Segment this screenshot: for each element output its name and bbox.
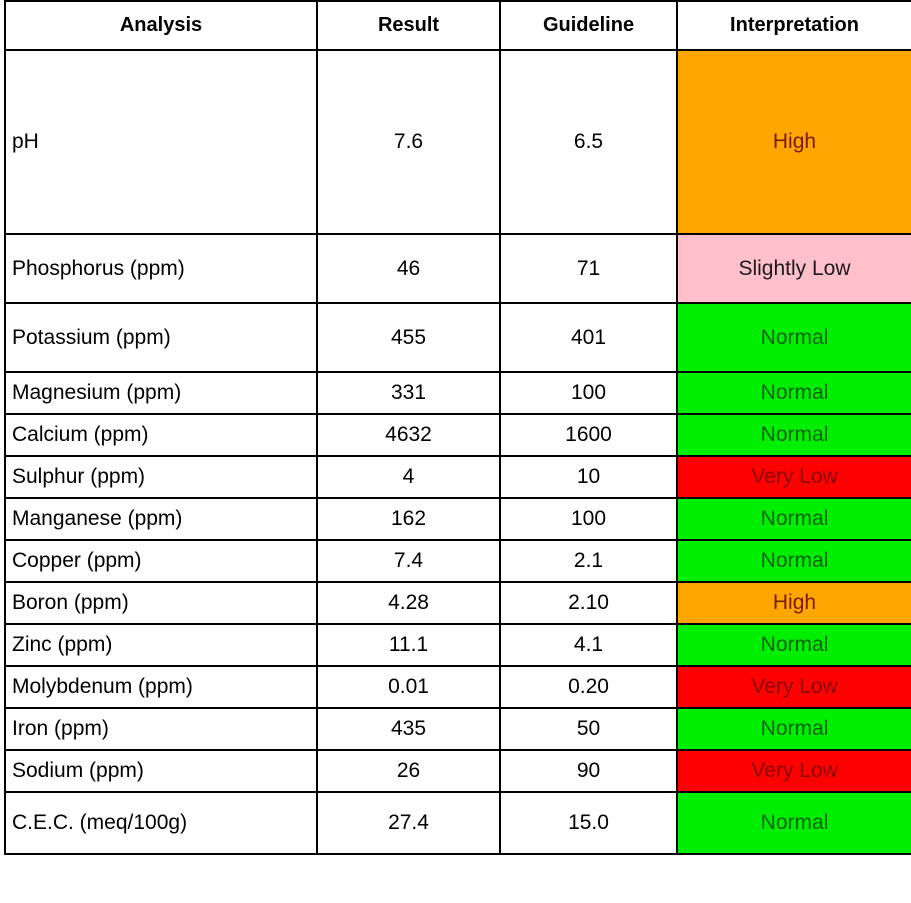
- interpretation-cell: Slightly Low: [676, 233, 911, 304]
- table-row: C.E.C. (meq/100g) 27.4 15.0 Normal: [4, 791, 911, 855]
- interpretation-cell: Normal: [676, 707, 911, 751]
- table-row: Iron (ppm) 435 50 Normal: [4, 707, 911, 751]
- header-result: Result: [316, 0, 501, 51]
- analysis-cell: Copper (ppm): [4, 539, 318, 583]
- interpretation-label: Normal: [760, 549, 829, 572]
- header-analysis: Analysis: [4, 0, 318, 51]
- interpretation-cell: Normal: [676, 791, 911, 855]
- result-cell: 455: [316, 302, 501, 373]
- analysis-cell: Calcium (ppm): [4, 413, 318, 457]
- interpretation-label: Very Low: [751, 465, 838, 488]
- guideline-cell: 1600: [499, 413, 678, 457]
- table-header: Analysis Result Guideline Interpretation: [4, 0, 911, 51]
- analysis-cell: Potassium (ppm): [4, 302, 318, 373]
- table-row: pH 7.6 6.5 High: [4, 49, 911, 235]
- guideline-cell: 50: [499, 707, 678, 751]
- guideline-cell: 15.0: [499, 791, 678, 855]
- interpretation-cell: Normal: [676, 623, 911, 667]
- result-cell: 26: [316, 749, 501, 793]
- analysis-cell: Boron (ppm): [4, 581, 318, 625]
- guideline-cell: 2.10: [499, 581, 678, 625]
- result-cell: 0.01: [316, 665, 501, 709]
- interpretation-label: Normal: [760, 811, 829, 834]
- table-row: Potassium (ppm) 455 401 Normal: [4, 302, 911, 373]
- guideline-cell: 100: [499, 371, 678, 415]
- table-row: Sulphur (ppm) 4 10 Very Low: [4, 455, 911, 499]
- interpretation-label: Normal: [760, 717, 829, 740]
- interpretation-label: Normal: [760, 633, 829, 656]
- interpretation-cell: Very Low: [676, 665, 911, 709]
- result-cell: 4632: [316, 413, 501, 457]
- analysis-cell: Phosphorus (ppm): [4, 233, 318, 304]
- interpretation-label: Normal: [760, 325, 829, 349]
- result-cell: 4: [316, 455, 501, 499]
- guideline-cell: 4.1: [499, 623, 678, 667]
- table-row: Zinc (ppm) 11.1 4.1 Normal: [4, 623, 911, 667]
- result-cell: 46: [316, 233, 501, 304]
- header-guideline: Guideline: [499, 0, 678, 51]
- table-row: Molybdenum (ppm) 0.01 0.20 Very Low: [4, 665, 911, 709]
- guideline-cell: 6.5: [499, 49, 678, 235]
- interpretation-label: Normal: [760, 507, 829, 530]
- guideline-cell: 2.1: [499, 539, 678, 583]
- analysis-cell: Magnesium (ppm): [4, 371, 318, 415]
- interpretation-cell: Normal: [676, 413, 911, 457]
- table-row: Phosphorus (ppm) 46 71 Slightly Low: [4, 233, 911, 304]
- result-cell: 435: [316, 707, 501, 751]
- guideline-cell: 71: [499, 233, 678, 304]
- analysis-cell: Iron (ppm): [4, 707, 318, 751]
- guideline-cell: 90: [499, 749, 678, 793]
- interpretation-cell: Very Low: [676, 749, 911, 793]
- result-cell: 162: [316, 497, 501, 541]
- analysis-cell: Molybdenum (ppm): [4, 665, 318, 709]
- table-body: pH 7.6 6.5 High Phosphorus (ppm) 46 71 S…: [4, 49, 911, 855]
- guideline-cell: 100: [499, 497, 678, 541]
- interpretation-cell: High: [676, 49, 911, 235]
- interpretation-label: Very Low: [751, 675, 838, 698]
- interpretation-label: High: [772, 130, 817, 153]
- table-row: Manganese (ppm) 162 100 Normal: [4, 497, 911, 541]
- interpretation-cell: Normal: [676, 371, 911, 415]
- header-interpretation: Interpretation: [676, 0, 911, 51]
- result-cell: 4.28: [316, 581, 501, 625]
- interpretation-cell: Normal: [676, 497, 911, 541]
- analysis-cell: Sulphur (ppm): [4, 455, 318, 499]
- guideline-cell: 401: [499, 302, 678, 373]
- interpretation-cell: Normal: [676, 539, 911, 583]
- interpretation-label: Very Low: [751, 759, 838, 782]
- interpretation-cell: Normal: [676, 302, 911, 373]
- interpretation-label: Normal: [760, 423, 829, 446]
- analysis-cell: Manganese (ppm): [4, 497, 318, 541]
- result-cell: 7.6: [316, 49, 501, 235]
- table-row: Calcium (ppm) 4632 1600 Normal: [4, 413, 911, 457]
- table-row: Magnesium (ppm) 331 100 Normal: [4, 371, 911, 415]
- guideline-cell: 0.20: [499, 665, 678, 709]
- table-row: Boron (ppm) 4.28 2.10 High: [4, 581, 911, 625]
- result-cell: 331: [316, 371, 501, 415]
- analysis-cell: Sodium (ppm): [4, 749, 318, 793]
- header-row: Analysis Result Guideline Interpretation: [4, 0, 911, 51]
- result-cell: 27.4: [316, 791, 501, 855]
- interpretation-label: Normal: [760, 381, 829, 404]
- analysis-cell: pH: [4, 49, 318, 235]
- interpretation-label: High: [772, 591, 817, 614]
- table-row: Copper (ppm) 7.4 2.1 Normal: [4, 539, 911, 583]
- soil-analysis-table: Analysis Result Guideline Interpretation…: [4, 0, 911, 855]
- analysis-cell: C.E.C. (meq/100g): [4, 791, 318, 855]
- guideline-cell: 10: [499, 455, 678, 499]
- result-cell: 7.4: [316, 539, 501, 583]
- result-cell: 11.1: [316, 623, 501, 667]
- interpretation-label: Slightly Low: [738, 256, 851, 280]
- analysis-cell: Zinc (ppm): [4, 623, 318, 667]
- table-row: Sodium (ppm) 26 90 Very Low: [4, 749, 911, 793]
- interpretation-cell: Very Low: [676, 455, 911, 499]
- interpretation-cell: High: [676, 581, 911, 625]
